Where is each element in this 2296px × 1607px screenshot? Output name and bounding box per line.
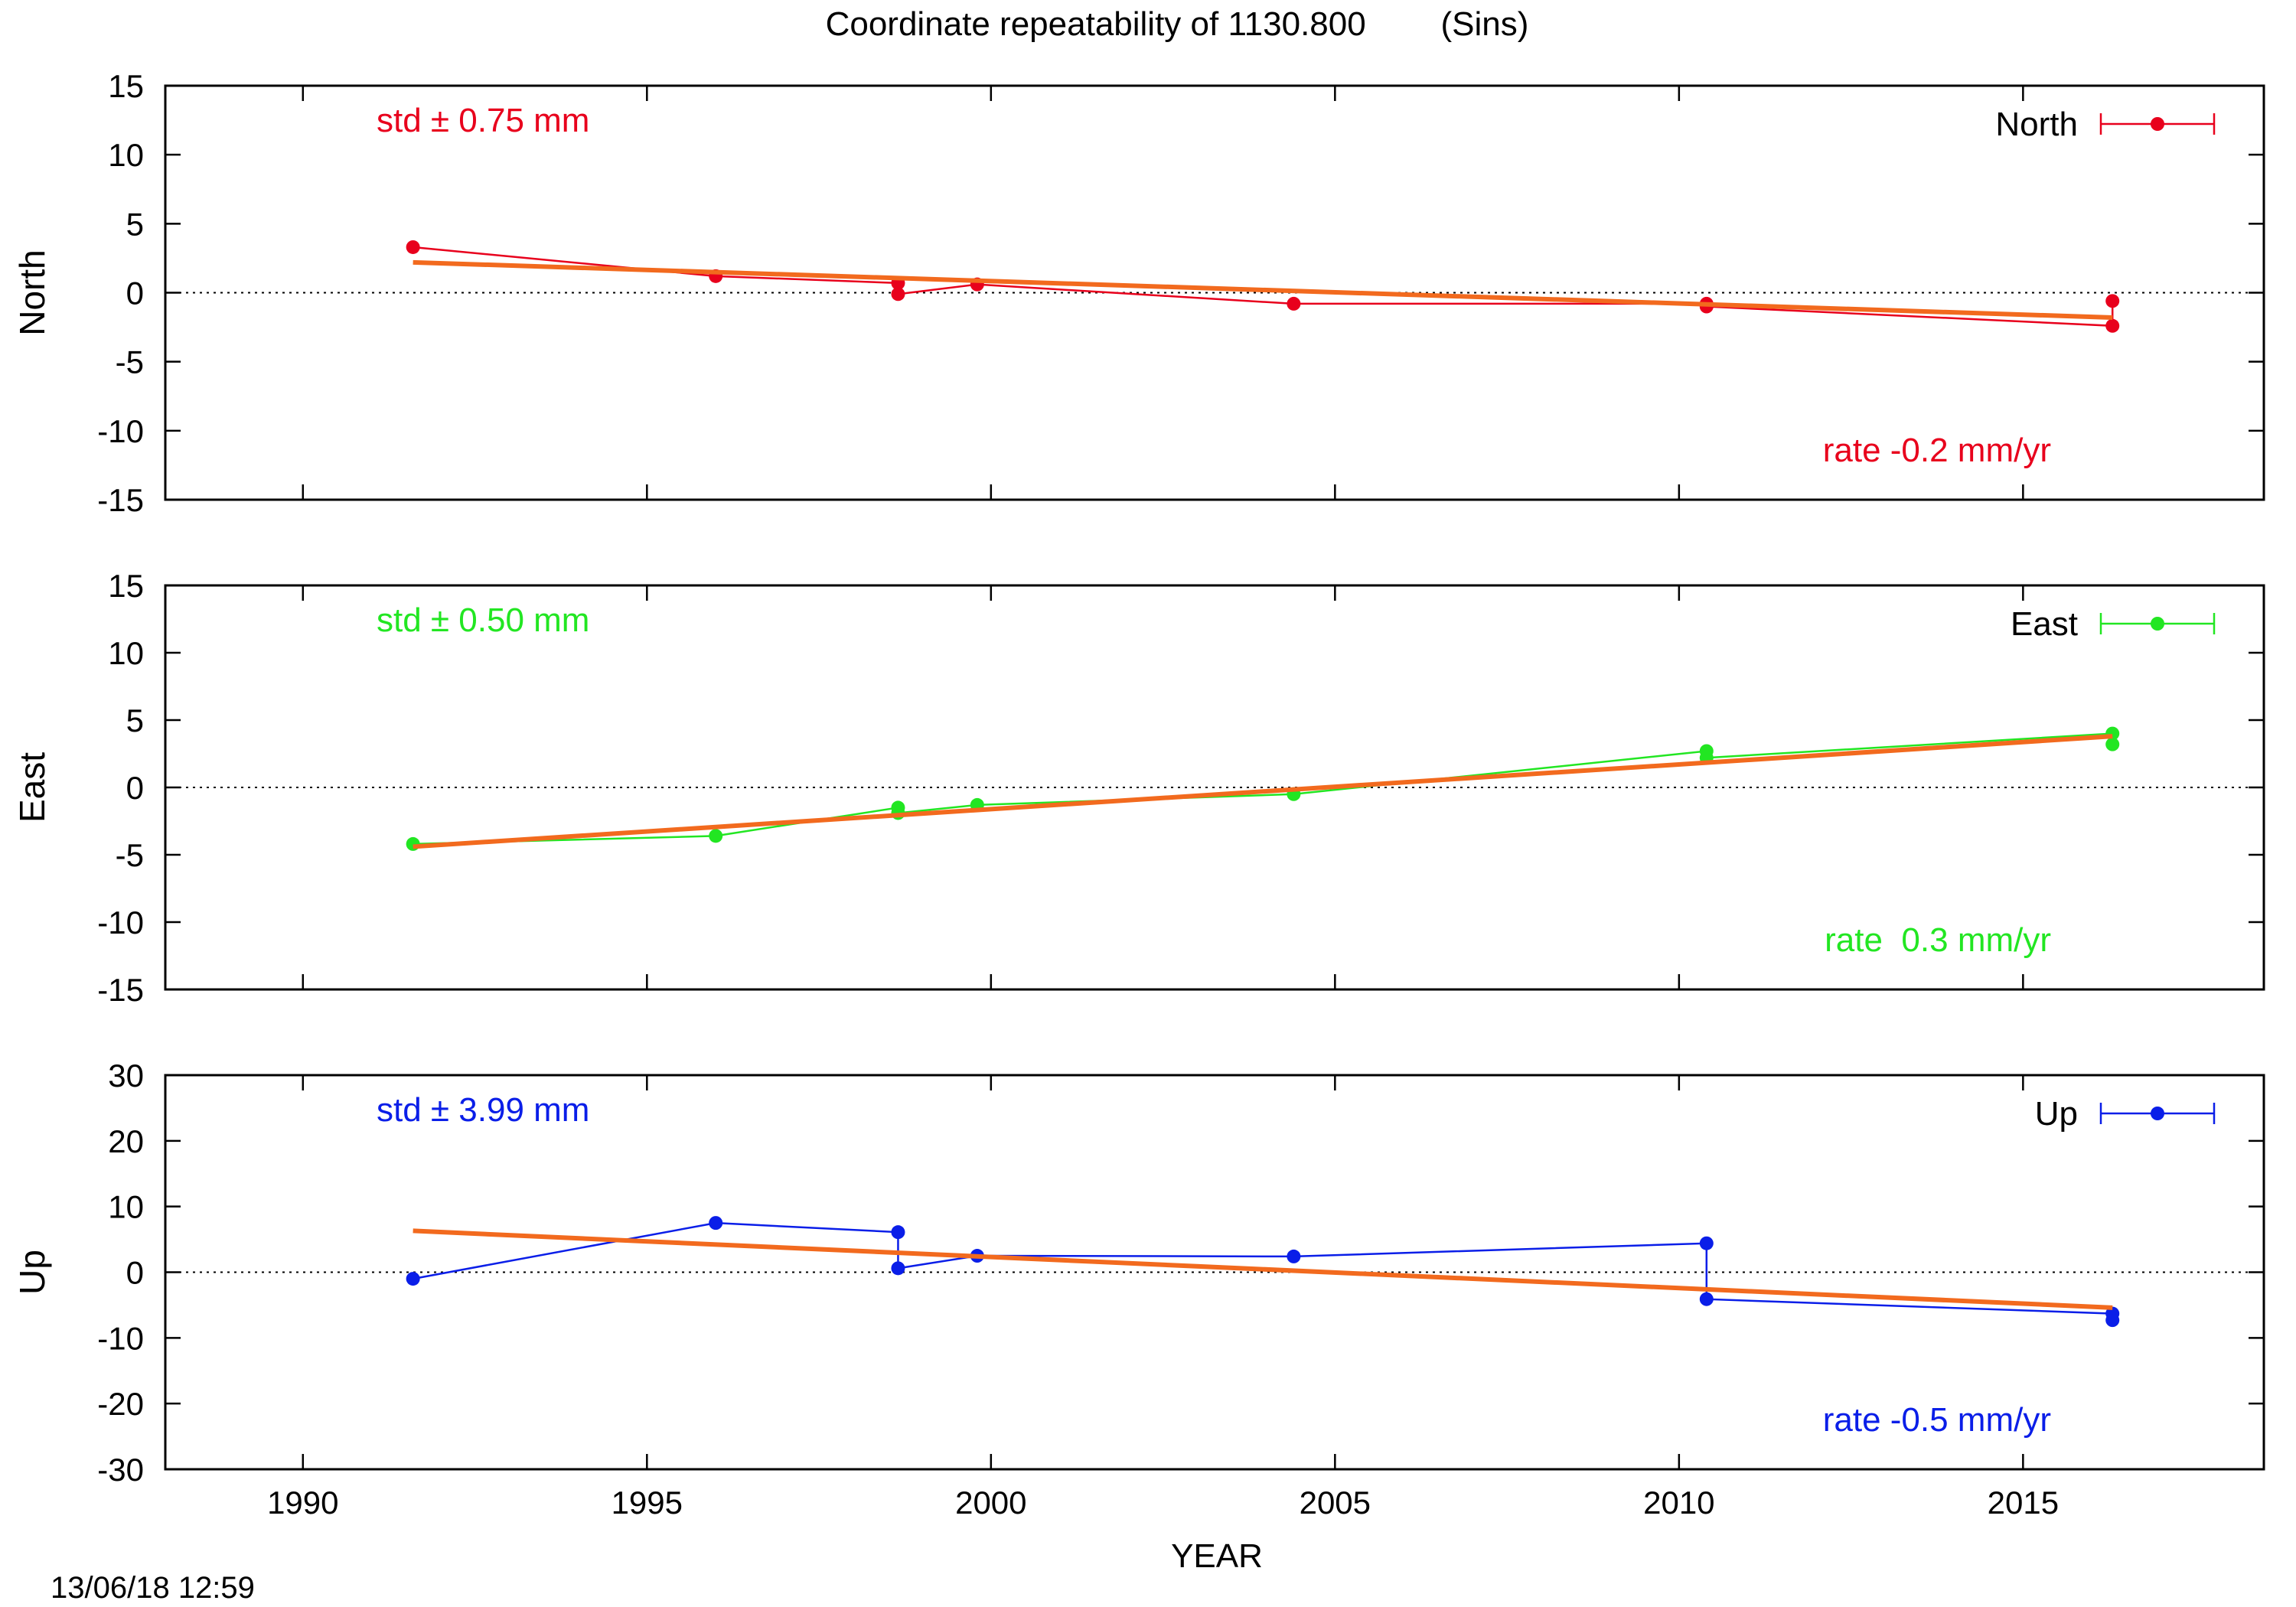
xtick-label: 2000 bbox=[955, 1485, 1026, 1521]
east-ytick-label: 0 bbox=[126, 770, 144, 806]
up-y-axis-label: Up bbox=[12, 1250, 52, 1295]
xtick-label: 2010 bbox=[1643, 1485, 1714, 1521]
east-series-line bbox=[413, 732, 2114, 846]
panel-up: -30 -20 -10 0 10 20 30 1990 1995 2000 2005 2010 2015… bbox=[12, 1058, 2265, 1521]
up-legend-marker bbox=[2151, 1107, 2164, 1120]
east-std-label: std ± 0.50 mm bbox=[377, 601, 589, 639]
north-ytick-label: 5 bbox=[126, 206, 144, 242]
north-ytick-label: -10 bbox=[97, 413, 144, 449]
east-legend-marker bbox=[2151, 617, 2164, 631]
up-data-point bbox=[1699, 1292, 1714, 1306]
north-legend-marker bbox=[2151, 117, 2164, 131]
north-ytick-label: -5 bbox=[116, 344, 144, 380]
north-ytick-label: -15 bbox=[97, 482, 144, 518]
up-ytick-label: -20 bbox=[97, 1386, 144, 1422]
up-data-point bbox=[1699, 1236, 1714, 1250]
up-ytick-label: -30 bbox=[97, 1452, 144, 1488]
north-data-point bbox=[891, 287, 905, 302]
up-data-point bbox=[406, 1272, 420, 1286]
up-series-line bbox=[413, 1221, 2114, 1321]
up-ytick-label: 20 bbox=[108, 1123, 144, 1159]
up-legend-label: Up bbox=[2035, 1095, 2078, 1133]
up-ytick-label: 10 bbox=[108, 1189, 144, 1225]
east-rate-label: rate 0.3 mm/yr bbox=[1825, 921, 2051, 959]
north-ytick-label: 10 bbox=[108, 137, 144, 173]
xtick-label: 2015 bbox=[1988, 1485, 2059, 1521]
east-legend-label: East bbox=[2011, 605, 2078, 643]
east-ytick-label: -15 bbox=[97, 972, 144, 1008]
east-data-point bbox=[406, 836, 420, 851]
up-data-point bbox=[709, 1216, 723, 1231]
x-axis-label: YEAR bbox=[1171, 1537, 1263, 1575]
up-ytick-label: 30 bbox=[108, 1058, 144, 1094]
up-ytick-label: -10 bbox=[97, 1320, 144, 1356]
north-legend-label: North bbox=[1995, 106, 2078, 143]
east-trend-line bbox=[413, 734, 2113, 849]
up-ytick-label: 0 bbox=[126, 1255, 144, 1291]
up-trend-line bbox=[413, 1228, 2113, 1310]
north-data-point bbox=[2105, 294, 2120, 308]
east-ytick-label: 10 bbox=[108, 635, 144, 671]
panel-north: -15 -10 -5 0 5 10 15 North std ± 0.75 mm rate -0.… bbox=[12, 68, 2265, 518]
north-series-line bbox=[413, 246, 2114, 328]
up-rate-label: rate -0.5 mm/yr bbox=[1823, 1401, 2051, 1439]
north-data-point bbox=[2105, 318, 2120, 333]
north-data-point bbox=[406, 240, 420, 254]
xtick-label: 1995 bbox=[612, 1485, 683, 1521]
xtick-label: 2005 bbox=[1300, 1485, 1371, 1521]
xtick-label: 1990 bbox=[267, 1485, 338, 1521]
up-std-label: std ± 3.99 mm bbox=[377, 1091, 589, 1129]
north-rate-label: rate -0.2 mm/yr bbox=[1823, 432, 2051, 469]
timestamp: 13/06/18 12:59 bbox=[51, 1571, 255, 1605]
up-data-point bbox=[891, 1225, 905, 1240]
north-std-label: std ± 0.75 mm bbox=[377, 102, 589, 139]
east-data-point bbox=[2105, 737, 2120, 751]
up-data-point bbox=[2105, 1313, 2120, 1328]
panels: -15 -10 -5 0 5 10 15 North std ± 0.75 mm rate -0.… bbox=[12, 68, 2265, 1521]
panel-east: -15 -10 -5 0 5 10 15 East std ± 0.50 mm rate 0.3 … bbox=[12, 568, 2265, 1008]
north-trend-line bbox=[413, 259, 2113, 320]
east-ytick-label: -10 bbox=[97, 905, 144, 940]
east-data-point bbox=[709, 829, 723, 843]
north-ytick-label: 15 bbox=[108, 68, 144, 104]
east-y-axis-label: East bbox=[12, 752, 52, 823]
north-y-axis-label: North bbox=[12, 249, 52, 335]
chart-title: Coordinate repeatability of 1130.800 (Si… bbox=[826, 5, 1529, 43]
east-ytick-label: 5 bbox=[126, 702, 144, 738]
east-ytick-label: 15 bbox=[108, 568, 144, 604]
north-data-point bbox=[1287, 296, 1301, 311]
east-ytick-label: -5 bbox=[116, 837, 144, 873]
up-data-point bbox=[891, 1261, 905, 1276]
north-ytick-label: 0 bbox=[126, 275, 144, 311]
up-data-point bbox=[1287, 1249, 1301, 1263]
